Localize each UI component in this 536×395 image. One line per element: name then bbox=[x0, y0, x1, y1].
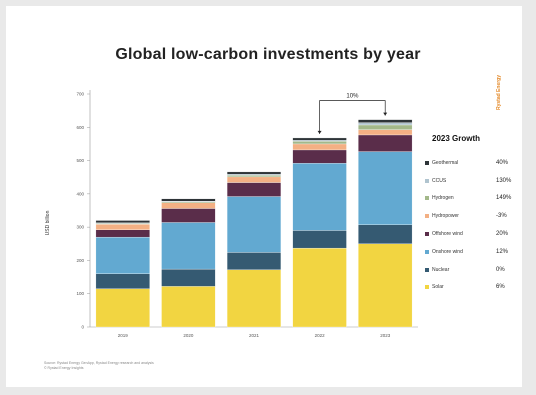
chart-title: Global low-carbon investments by year bbox=[115, 46, 421, 63]
bar-segment-hydrogen-2021 bbox=[226, 175, 282, 178]
bar-segment-offshore-wind-2019 bbox=[95, 229, 150, 238]
legend-item: Offshore wind 20% bbox=[425, 225, 520, 243]
x-tick-label: 2021 bbox=[249, 333, 260, 338]
bar-segment-onshore-wind-2019 bbox=[95, 236, 150, 274]
source-note: Source: Rystad Energy GenApp, Rystad Ene… bbox=[44, 361, 154, 371]
x-tick-label: 2019 bbox=[118, 333, 129, 338]
legend-growth-value: 130% bbox=[496, 177, 512, 184]
legend-swatch bbox=[425, 214, 429, 219]
bar-segment-hydrogen-2023 bbox=[358, 124, 413, 130]
legend-label: Hydropower bbox=[432, 213, 459, 220]
annotation-label: 10% bbox=[346, 94, 359, 100]
x-tick-label: 2020 bbox=[183, 333, 194, 338]
bar-segment-onshore-wind-2021 bbox=[226, 196, 282, 253]
legend-swatch bbox=[425, 178, 429, 183]
bar-segment-solar-2022 bbox=[292, 247, 347, 328]
legend-label: Geothermal bbox=[432, 159, 459, 166]
bar-segment-solar-2023 bbox=[358, 243, 413, 328]
legend-growth-value: 149% bbox=[496, 195, 512, 202]
legend: Geothermal 40% CCUS 130% Hydrogen 149% Hydropo… bbox=[425, 154, 520, 296]
legend-item: Onshore wind 12% bbox=[425, 243, 520, 261]
legend-swatch bbox=[425, 285, 429, 290]
annotation-arrow-left bbox=[317, 130, 322, 134]
bar-segment-nuclear-2020 bbox=[161, 268, 216, 287]
legend-label: Offshore wind bbox=[432, 231, 463, 238]
legend-growth-value: -3% bbox=[496, 213, 507, 220]
bar-segment-nuclear-2021 bbox=[226, 252, 282, 270]
legend-item: Hydrogen 149% bbox=[425, 190, 520, 208]
legend-growth-value: 6% bbox=[496, 284, 505, 291]
x-tick-label: 2022 bbox=[315, 333, 326, 338]
legend-title: 2023 Growth bbox=[432, 134, 481, 143]
legend-item: Hydropower -3% bbox=[425, 207, 520, 225]
legend-growth-value: 40% bbox=[496, 159, 509, 166]
y-tick-label: 700 bbox=[76, 92, 84, 97]
legend-swatch bbox=[425, 196, 429, 201]
y-tick-label: 400 bbox=[76, 191, 84, 196]
bar-segment-geothermal-2019 bbox=[95, 220, 150, 223]
bar-segment-hydropower-2020 bbox=[161, 202, 216, 209]
bar-segment-geothermal-2022 bbox=[292, 137, 347, 141]
source-line-1: Source: Rystad Energy GenApp, Rystad Ene… bbox=[44, 361, 154, 365]
legend-growth-value: 0% bbox=[496, 266, 505, 273]
bar-segment-geothermal-2023 bbox=[358, 119, 413, 123]
bar-segment-onshore-wind-2022 bbox=[292, 163, 347, 231]
y-tick-label: 200 bbox=[76, 258, 84, 263]
legend-swatch bbox=[425, 160, 429, 165]
legend-label: Hydrogen bbox=[432, 195, 454, 202]
legend-label: Onshore wind bbox=[432, 248, 463, 255]
legend-swatch bbox=[425, 249, 429, 254]
bar-segment-ccus-2023 bbox=[358, 122, 413, 126]
bar-segment-solar-2020 bbox=[161, 286, 216, 328]
annotation-bracket bbox=[319, 100, 386, 134]
legend-item: Geothermal 40% bbox=[425, 154, 520, 172]
y-tick-label: 600 bbox=[76, 125, 84, 130]
source-line-2: © Rystad Energy Insights bbox=[44, 366, 84, 370]
bar-segment-hydropower-2021 bbox=[226, 176, 282, 183]
bar-segment-offshore-wind-2022 bbox=[292, 149, 347, 164]
legend-growth-value: 12% bbox=[496, 248, 509, 255]
bar-segment-hydropower-2019 bbox=[95, 223, 150, 230]
annotation-arrow-right bbox=[383, 112, 388, 116]
legend-item: Nuclear 0% bbox=[425, 261, 520, 279]
bar-segment-geothermal-2021 bbox=[226, 171, 282, 175]
legend-item: CCUS 130% bbox=[425, 172, 520, 190]
legend-label: Solar bbox=[432, 284, 444, 291]
bar-segment-hydropower-2023 bbox=[358, 129, 413, 136]
bar-segment-onshore-wind-2020 bbox=[161, 222, 216, 270]
bar-segment-hydropower-2022 bbox=[292, 143, 347, 151]
bar-segment-solar-2021 bbox=[226, 269, 282, 328]
legend-growth-value: 20% bbox=[496, 231, 509, 238]
bar-segment-nuclear-2023 bbox=[358, 224, 413, 244]
bar-segment-onshore-wind-2023 bbox=[358, 151, 413, 225]
bar-segment-hydrogen-2022 bbox=[292, 141, 347, 145]
legend-label: CCUS bbox=[432, 177, 447, 184]
y-tick-label: 100 bbox=[76, 291, 84, 296]
y-tick-label: 500 bbox=[76, 158, 84, 163]
bar-segment-nuclear-2019 bbox=[95, 273, 150, 289]
bar-segment-geothermal-2020 bbox=[161, 198, 216, 202]
bar-segment-offshore-wind-2020 bbox=[161, 208, 216, 223]
y-tick-label: 300 bbox=[76, 225, 84, 230]
bar-segment-offshore-wind-2023 bbox=[358, 134, 413, 152]
legend-swatch bbox=[425, 232, 429, 237]
bar-segment-nuclear-2022 bbox=[292, 230, 347, 249]
y-tick-label: 0 bbox=[81, 325, 84, 330]
legend-label: Nuclear bbox=[432, 266, 450, 273]
bar-segment-solar-2019 bbox=[95, 288, 150, 328]
legend-swatch bbox=[425, 267, 429, 272]
x-tick-label: 2023 bbox=[380, 333, 391, 338]
bar-segment-offshore-wind-2021 bbox=[226, 182, 282, 197]
legend-item: Solar 6% bbox=[425, 279, 520, 297]
